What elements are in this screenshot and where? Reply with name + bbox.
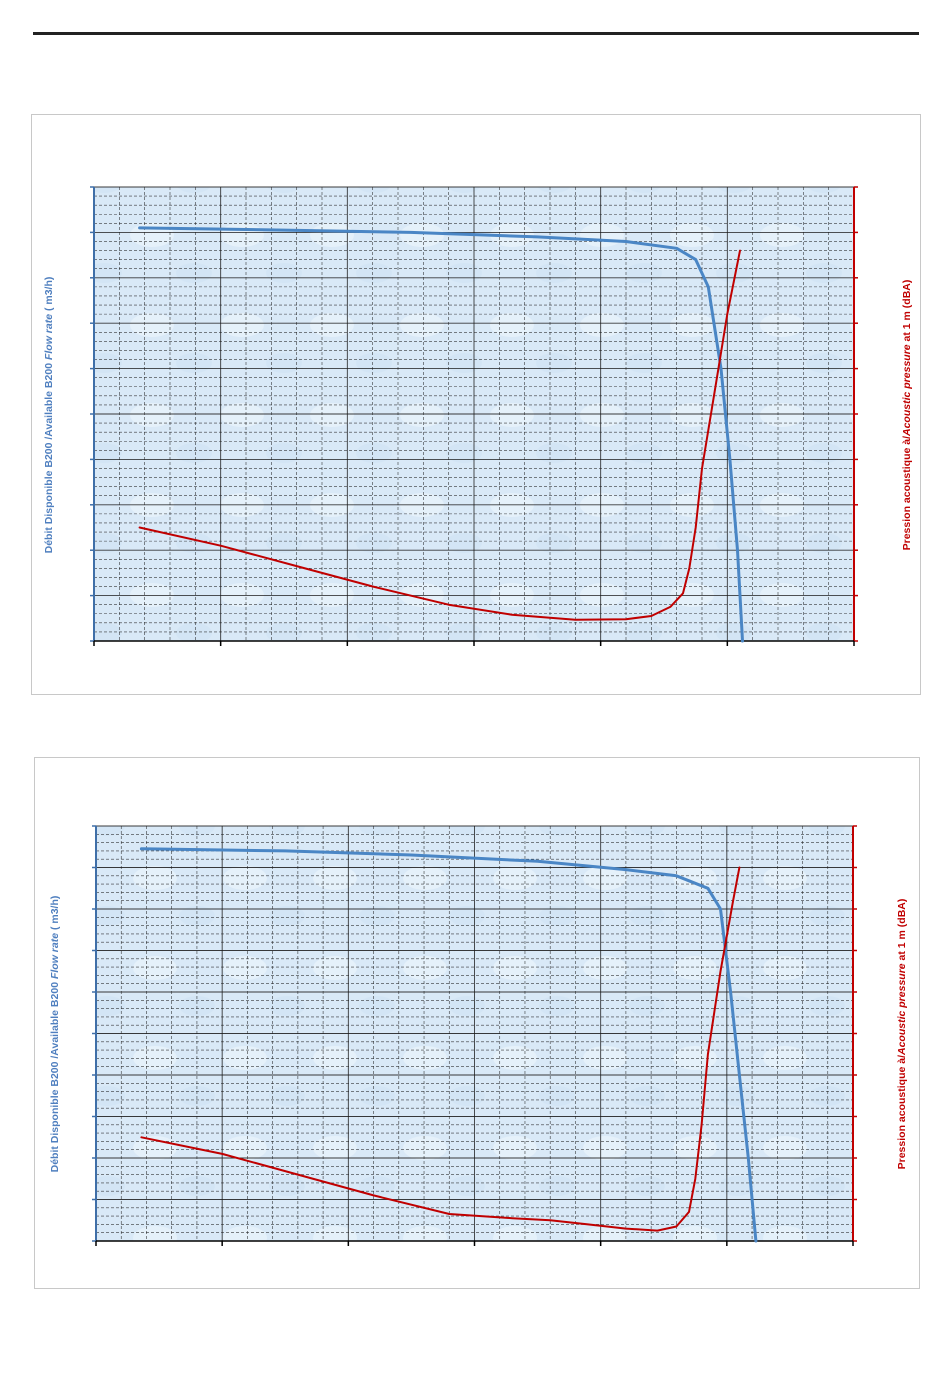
top-rule (33, 32, 919, 35)
flow-rate-series-line (138, 226, 744, 643)
left-axis-label: Débit Disponible B200 /Available B200 Fl… (43, 277, 55, 554)
chart-svg-2: Débit Disponible B200 /Available B200 Fl… (49, 825, 908, 1246)
grid (96, 825, 853, 1242)
chart-svg-1: Débit Disponible B200 /Available B200 Fl… (43, 186, 913, 646)
acoustic-pressure-series-line (138, 249, 741, 621)
chart-panel-2: Débit Disponible B200 /Available B200 Fl… (34, 757, 920, 1289)
grid (94, 186, 854, 642)
right-axis-label: Pression acoustique à/Acoustic pressure … (896, 899, 908, 1170)
chart-panel-1: Débit Disponible B200 /Available B200 Fl… (31, 114, 921, 695)
left-axis-label: Débit Disponible B200 /Available B200 Fl… (49, 896, 61, 1173)
right-axis-label: Pression acoustique à/Acoustic pressure … (901, 280, 913, 551)
flow-rate-series-line (139, 847, 758, 1243)
acoustic-pressure-series-line (140, 866, 741, 1232)
